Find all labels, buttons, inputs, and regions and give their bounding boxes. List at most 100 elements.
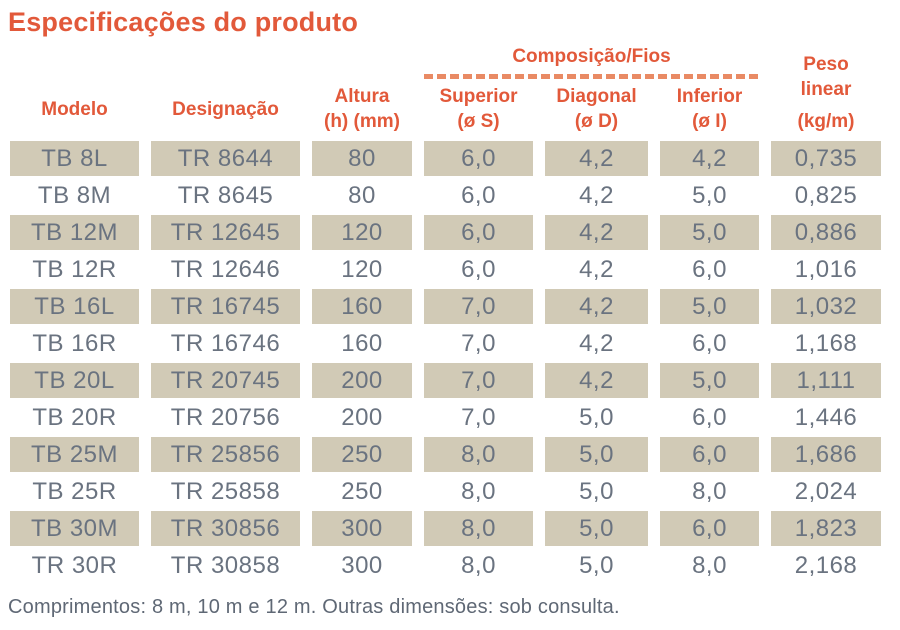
cell-diagonal: 4,2 — [579, 255, 614, 283]
cell-superior: 8,0 — [461, 551, 496, 579]
cell-designacao: TR 20745 — [151, 363, 300, 398]
page-title: Especificações do produto — [8, 7, 359, 37]
cell-altura: 250 — [341, 477, 383, 505]
header-line: Altura — [334, 86, 390, 107]
column-header-diagonal: Diagonal (ø D) — [545, 84, 648, 134]
cell-altura: 120 — [341, 255, 383, 283]
cell-altura: 200 — [341, 403, 383, 431]
cell-altura: 300 — [312, 511, 412, 546]
cell-superior: 7,0 — [424, 363, 533, 398]
header-line: (ø D) — [574, 111, 619, 132]
cell-peso_linear: 0,886 — [771, 215, 881, 250]
table-body: TB 8L TR 8644 80 6,0 4,2 4,2 0,735 TB 8M TR 8645… — [10, 141, 892, 583]
cell-inferior: 6,0 — [692, 329, 727, 357]
cell-diagonal: 4,2 — [545, 141, 648, 176]
cell-inferior: 5,0 — [660, 289, 759, 324]
cell-inferior: 5,0 — [660, 215, 759, 250]
cell-peso_linear: 1,823 — [771, 511, 881, 546]
cell-modelo: TB 20L — [10, 363, 139, 398]
cell-superior: 8,0 — [461, 477, 496, 505]
cell-designacao: TR 25856 — [151, 437, 300, 472]
header-line: Inferior — [676, 86, 743, 107]
cell-inferior: 6,0 — [692, 403, 727, 431]
cell-diagonal: 5,0 — [579, 551, 614, 579]
cell-peso_linear: 1,016 — [794, 255, 858, 283]
cell-diagonal: 5,0 — [579, 403, 614, 431]
header-line: Diagonal — [556, 86, 637, 107]
column-header-modelo: Modelo — [41, 98, 108, 120]
cell-altura: 120 — [312, 215, 412, 250]
cell-peso_linear: 1,111 — [771, 363, 881, 398]
cell-modelo: TB 8M — [37, 181, 112, 209]
column-group-label: Composição/Fios — [512, 46, 671, 67]
footnote: Comprimentos: 8 m, 10 m e 12 m. Outras d… — [8, 596, 620, 618]
cell-peso_linear: 1,686 — [771, 437, 881, 472]
cell-inferior: 6,0 — [692, 255, 727, 283]
cell-peso_linear: 0,825 — [794, 181, 858, 209]
cell-superior: 7,0 — [461, 403, 496, 431]
column-header-designacao: Designação — [172, 98, 279, 120]
cell-inferior: 5,0 — [692, 181, 727, 209]
cell-superior: 7,0 — [461, 329, 496, 357]
cell-diagonal: 4,2 — [579, 181, 614, 209]
cell-altura: 160 — [341, 329, 383, 357]
cell-diagonal: 4,2 — [545, 215, 648, 250]
cell-inferior: 4,2 — [660, 141, 759, 176]
cell-designacao: TR 16746 — [170, 329, 281, 357]
cell-altura: 200 — [312, 363, 412, 398]
cell-peso_linear: 1,168 — [794, 329, 858, 357]
cell-modelo: TB 12M — [10, 215, 139, 250]
cell-modelo: TB 16R — [32, 329, 117, 357]
cell-altura: 160 — [312, 289, 412, 324]
cell-diagonal: 4,2 — [579, 329, 614, 357]
cell-altura: 250 — [312, 437, 412, 472]
cell-diagonal: 5,0 — [579, 477, 614, 505]
cell-designacao: TR 12645 — [151, 215, 300, 250]
cell-designacao: TR 20756 — [170, 403, 281, 431]
cell-superior: 6,0 — [461, 181, 496, 209]
cell-peso_linear: 2,168 — [794, 551, 858, 579]
cell-designacao: TR 8645 — [177, 181, 274, 209]
cell-inferior: 6,0 — [660, 437, 759, 472]
cell-modelo: TB 30M — [10, 511, 139, 546]
spec-table: Composição/Fios Peso linear (kg/m) Model… — [8, 44, 892, 583]
cell-inferior: 8,0 — [692, 551, 727, 579]
cell-superior: 6,0 — [461, 255, 496, 283]
cell-superior: 8,0 — [424, 511, 533, 546]
column-header-peso-linear: Peso linear (kg/m) — [771, 52, 881, 134]
header-line: (kg/m) — [797, 111, 855, 132]
column-header-altura: Altura (h) (mm) — [312, 84, 412, 134]
cell-superior: 6,0 — [424, 141, 533, 176]
cell-designacao: TR 16745 — [151, 289, 300, 324]
cell-superior: 8,0 — [424, 437, 533, 472]
cell-modelo: TR 30R — [31, 551, 118, 579]
dashed-divider — [424, 74, 759, 79]
column-header-inferior: Inferior (ø I) — [660, 84, 759, 134]
cell-peso_linear: 1,032 — [771, 289, 881, 324]
cell-altura: 80 — [348, 181, 376, 209]
cell-diagonal: 4,2 — [545, 363, 648, 398]
cell-designacao: TR 30858 — [170, 551, 281, 579]
header-line: Peso — [803, 54, 849, 75]
header-line: linear — [800, 79, 852, 100]
cell-inferior: 6,0 — [660, 511, 759, 546]
cell-modelo: TB 16L — [10, 289, 139, 324]
cell-designacao: TR 25858 — [170, 477, 281, 505]
cell-peso_linear: 2,024 — [794, 477, 858, 505]
cell-diagonal: 4,2 — [545, 289, 648, 324]
table-header: Composição/Fios Peso linear (kg/m) Model… — [10, 44, 892, 134]
header-line: (ø I) — [692, 111, 727, 132]
cell-modelo: TB 8L — [10, 141, 139, 176]
cell-superior: 7,0 — [424, 289, 533, 324]
cell-peso_linear: 0,735 — [771, 141, 881, 176]
cell-altura: 80 — [312, 141, 412, 176]
cell-diagonal: 5,0 — [545, 437, 648, 472]
cell-modelo: TB 25R — [32, 477, 117, 505]
cell-designacao: TR 12646 — [170, 255, 281, 283]
cell-peso_linear: 1,446 — [794, 403, 858, 431]
header-line: Superior — [439, 86, 518, 107]
column-group-composicao-fios: Composição/Fios — [424, 44, 759, 79]
cell-superior: 6,0 — [424, 215, 533, 250]
cell-inferior: 8,0 — [692, 477, 727, 505]
